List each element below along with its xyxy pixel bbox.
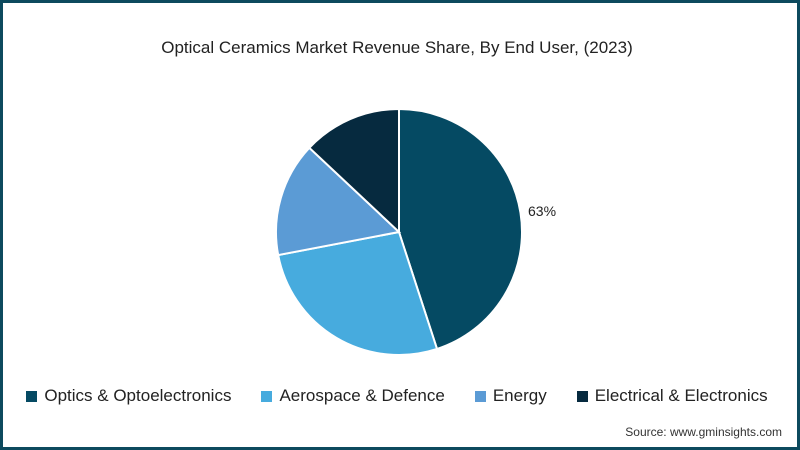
legend-item-aerospace: Aerospace & Defence (261, 386, 445, 406)
pie-slice (277, 230, 439, 356)
data-label-optics: 63% (528, 203, 557, 219)
pie-slice (275, 146, 402, 257)
swatch-icon (474, 390, 486, 402)
swatch-icon (576, 390, 588, 402)
legend-item-optics: Optics & Optoelectronics (26, 386, 231, 406)
pie-slice (398, 107, 523, 351)
legend-item-electrical: Electrical & Electronics (576, 386, 768, 406)
legend-item-energy: Energy (474, 386, 547, 406)
pie-slice (307, 107, 400, 235)
source-note: Source: www.gminsights.com (625, 425, 782, 439)
chart-title: Optical Ceramics Market Revenue Share, B… (161, 38, 633, 57)
swatch-icon (261, 390, 273, 402)
swatch-icon (26, 390, 38, 402)
legend: Optics & Optoelectronics Aerospace & Def… (0, 386, 794, 406)
